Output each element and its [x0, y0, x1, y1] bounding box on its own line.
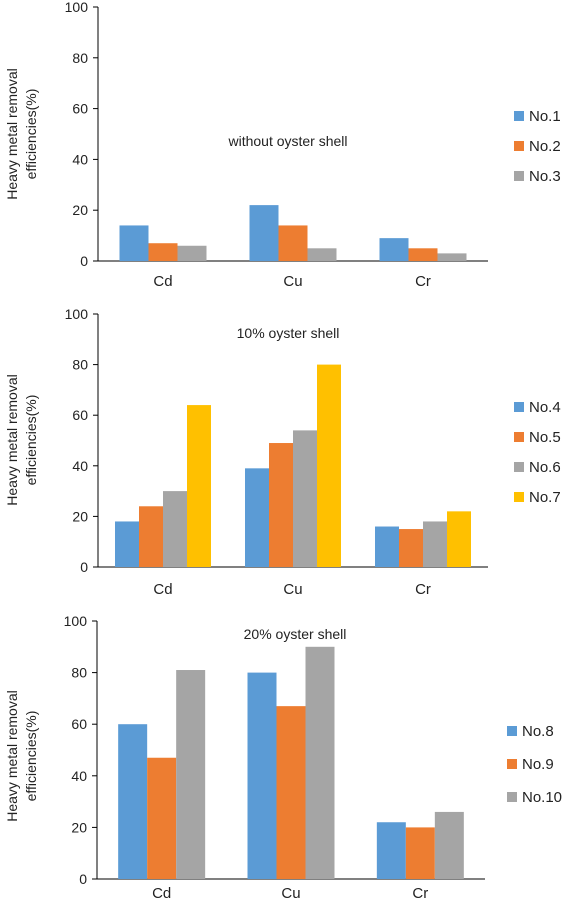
panel-2-bar-no4-cr [375, 526, 399, 567]
panel-2-legend-swatch [514, 402, 524, 412]
panel-3-legend-label: No.9 [522, 756, 554, 773]
chart-panel-1: without oyster shell Heavy metal removal… [4, 0, 561, 290]
panel-1-legend-label: No.1 [529, 108, 561, 125]
panel-2-legend-label: No.6 [529, 459, 561, 476]
panel-3-bar-no9-cr [405, 827, 435, 879]
panel-1-category-label: Cu [283, 273, 302, 290]
panel-3-bar-no10-cd [176, 670, 206, 879]
panel-2-ylabel-line2: efficiencies(%) [23, 395, 39, 486]
panel-3-legend-swatch [507, 759, 517, 769]
panel-2-bar-no5-cd [139, 506, 163, 567]
panel-3-bar-no8-cu [247, 672, 277, 879]
panel-2-bar-no7-cd [187, 405, 211, 567]
chart-panel-3: 20% oyster shell Heavy metal removal eff… [4, 613, 562, 902]
panel-2-bar-no7-cr [447, 511, 471, 567]
panel-3-ylabel-line2: efficiencies(%) [23, 711, 39, 802]
panel-1-bar-no2-cd [148, 243, 178, 261]
panel-3-category-label: Cd [152, 885, 171, 902]
panel-3-legend-label: No.10 [522, 789, 562, 806]
panel-3-bar-no10-cu [305, 646, 335, 879]
panel-2-bar-no4-cd [115, 521, 139, 567]
panel-2-bar-no5-cu [269, 443, 293, 567]
panel-3-legend-swatch [507, 726, 517, 736]
panel-2-bar-no6-cr [423, 521, 447, 567]
panel-1-ytick-label: 80 [72, 50, 88, 66]
panel-1-bar-no2-cu [278, 225, 308, 261]
panel-2-bar-no6-cd [163, 491, 187, 567]
panel-3-legend-label: No.8 [522, 723, 554, 740]
panel-1-ytick-label: 60 [72, 101, 88, 117]
panel-2-bar-no4-cu [245, 468, 269, 567]
panel-3-bar-no8-cr [376, 822, 406, 879]
panel-2-ytick-label: 40 [72, 458, 88, 474]
panel-2-legend-label: No.4 [529, 399, 561, 416]
panel-2-category-label: Cd [153, 581, 172, 598]
panel-3-bar-no8-cd [118, 724, 148, 879]
panel-2-bar-no5-cr [399, 529, 423, 567]
panel-2-bar-no7-cu [317, 364, 341, 567]
panel-1-ytick-label: 0 [80, 253, 88, 269]
panel-1-legend-swatch [514, 171, 524, 181]
panel-1-legend-label: No.3 [529, 168, 561, 185]
panel-1-bar-no1-cd [119, 225, 149, 261]
panel-1-ylabel-line2: efficiencies(%) [23, 89, 39, 180]
panel-1-legend-label: No.2 [529, 138, 561, 155]
panel-1-ylabel-line1: Heavy metal removal [4, 68, 20, 200]
panel-1-ytick-label: 40 [72, 151, 88, 167]
panel-2-category-label: Cr [415, 581, 431, 598]
panel-2-annotation: 10% oyster shell [237, 325, 340, 341]
panel-2-legend-label: No.7 [529, 489, 561, 506]
panel-3-ytick-label: 60 [71, 716, 87, 732]
panel-2-legend-swatch [514, 432, 524, 442]
panel-2-ytick-label: 0 [80, 559, 88, 575]
panel-1-ytick-label: 20 [72, 202, 88, 218]
panel-3-category-label: Cu [281, 885, 300, 902]
panel-2-legend-swatch [514, 492, 524, 502]
panel-3-ytick-label: 100 [64, 613, 88, 629]
panel-2-ytick-label: 20 [72, 508, 88, 524]
panel-3-bar-no9-cd [147, 757, 177, 879]
panel-2-ytick-label: 60 [72, 407, 88, 423]
panel-1-bar-no3-cr [437, 253, 467, 261]
panel-3-ytick-label: 80 [71, 665, 87, 681]
panel-1-legend-swatch [514, 111, 524, 121]
panel-3-category-label: Cr [412, 885, 428, 902]
panel-3-bar-no9-cu [276, 706, 306, 879]
panel-3-annotation: 20% oyster shell [244, 626, 347, 642]
panel-1-bar-no3-cd [177, 245, 207, 261]
panel-2-bar-no6-cu [293, 430, 317, 567]
panel-1-category-label: Cr [415, 273, 431, 290]
panel-1-bar-no1-cr [379, 238, 409, 261]
panel-1-annotation: without oyster shell [227, 133, 347, 149]
chart-panel-2: 10% oyster shell Heavy metal removal eff… [4, 306, 561, 598]
panel-1-bar-no3-cu [307, 248, 337, 261]
panel-1-bar-no1-cu [249, 205, 279, 261]
panel-2-legend-label: No.5 [529, 429, 561, 446]
panel-2-ylabel-line1: Heavy metal removal [4, 374, 20, 506]
panel-1-bar-no2-cr [408, 248, 438, 261]
panel-3-ylabel-line1: Heavy metal removal [4, 690, 20, 822]
panel-3-legend-swatch [507, 792, 517, 802]
panel-3-ytick-label: 40 [71, 768, 87, 784]
panel-1-legend-swatch [514, 141, 524, 151]
panel-1-category-label: Cd [153, 273, 172, 290]
panel-3-ytick-label: 20 [71, 819, 87, 835]
panel-3-bar-no10-cr [434, 811, 464, 879]
panel-2-legend-swatch [514, 462, 524, 472]
panel-2-ytick-label: 100 [65, 306, 89, 322]
panel-1-ytick-label: 100 [65, 0, 89, 15]
panel-2-ytick-label: 80 [72, 357, 88, 373]
panel-2-category-label: Cu [283, 581, 302, 598]
panel-3-ytick-label: 0 [79, 871, 87, 887]
